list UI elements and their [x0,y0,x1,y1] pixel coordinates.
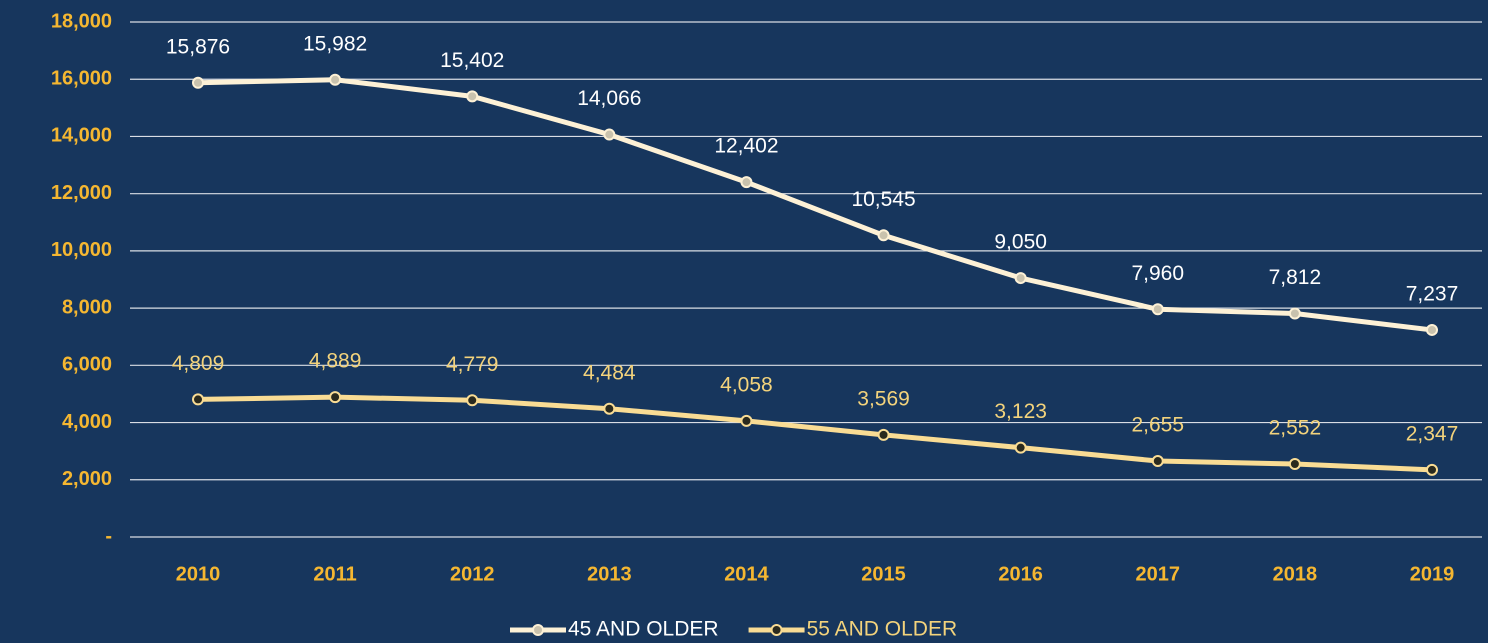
point [603,128,616,141]
data-label: 2,347 [1406,422,1459,445]
y-tick-label: 2,000 [62,468,112,490]
data-label: 3,569 [857,387,910,410]
legend-marker [532,624,544,636]
point [192,393,204,406]
y-tick-label: 10,000 [51,239,112,261]
data-label: 3,123 [994,400,1047,423]
point [192,76,204,89]
point [1426,323,1438,336]
point [877,428,890,441]
point [1014,272,1027,285]
point [603,402,616,415]
data-label: 4,809 [172,352,225,375]
series-line [197,77,1433,333]
series-line [197,394,1433,473]
y-tick-label: 6,000 [62,354,112,376]
point [1288,457,1301,470]
x-tick-label: 2015 [861,563,906,585]
y-tick-label: 14,000 [51,125,112,147]
point [329,391,342,404]
point [466,90,479,103]
data-label: 10,545 [851,188,915,211]
data-label: 2,655 [1131,414,1184,437]
point [740,176,753,189]
data-label: 2,552 [1269,417,1322,440]
y-tick-label: 16,000 [51,68,112,90]
point [1151,455,1164,468]
x-tick-label: 2012 [450,563,495,585]
point [1151,303,1164,316]
point [877,229,890,242]
point [329,73,342,86]
x-tick-label: 2014 [724,563,769,585]
x-tick-label: 2017 [1136,563,1181,585]
x-tick-label: 2010 [176,563,221,585]
x-tick-label: 2016 [998,563,1043,585]
point [1014,441,1027,454]
legend-label: 45 AND OLDER [568,618,719,641]
data-label: 7,237 [1406,282,1459,305]
legend-label: 55 AND OLDER [807,618,958,641]
data-label: 15,402 [440,49,504,72]
data-label: 4,779 [446,353,499,376]
point [1426,463,1438,476]
data-label: 4,058 [720,373,773,396]
x-tick-label: 2011 [313,563,356,585]
data-label: 9,050 [994,231,1047,254]
y-tick-label: 4,000 [62,411,112,433]
data-label: 14,066 [577,87,641,110]
y-tick-label: 12,000 [51,182,112,204]
data-label: 12,402 [714,135,778,158]
point [466,394,479,407]
y-tick-label: 8,000 [62,296,112,318]
y-tick-label: 18,000 [51,10,112,32]
point [1288,307,1301,320]
data-label: 7,812 [1269,266,1322,289]
x-tick-label: 2019 [1410,563,1455,585]
x-tick-label: 2018 [1273,563,1318,585]
point [740,414,753,427]
data-label: 15,982 [303,32,367,55]
y-tick-label: - [105,525,112,547]
data-label: 4,889 [309,350,362,373]
data-label: 15,876 [166,35,230,58]
data-label: 4,484 [583,361,636,384]
x-tick-label: 2013 [587,563,632,585]
data-label: 7,960 [1131,262,1184,285]
legend-marker [770,624,783,636]
